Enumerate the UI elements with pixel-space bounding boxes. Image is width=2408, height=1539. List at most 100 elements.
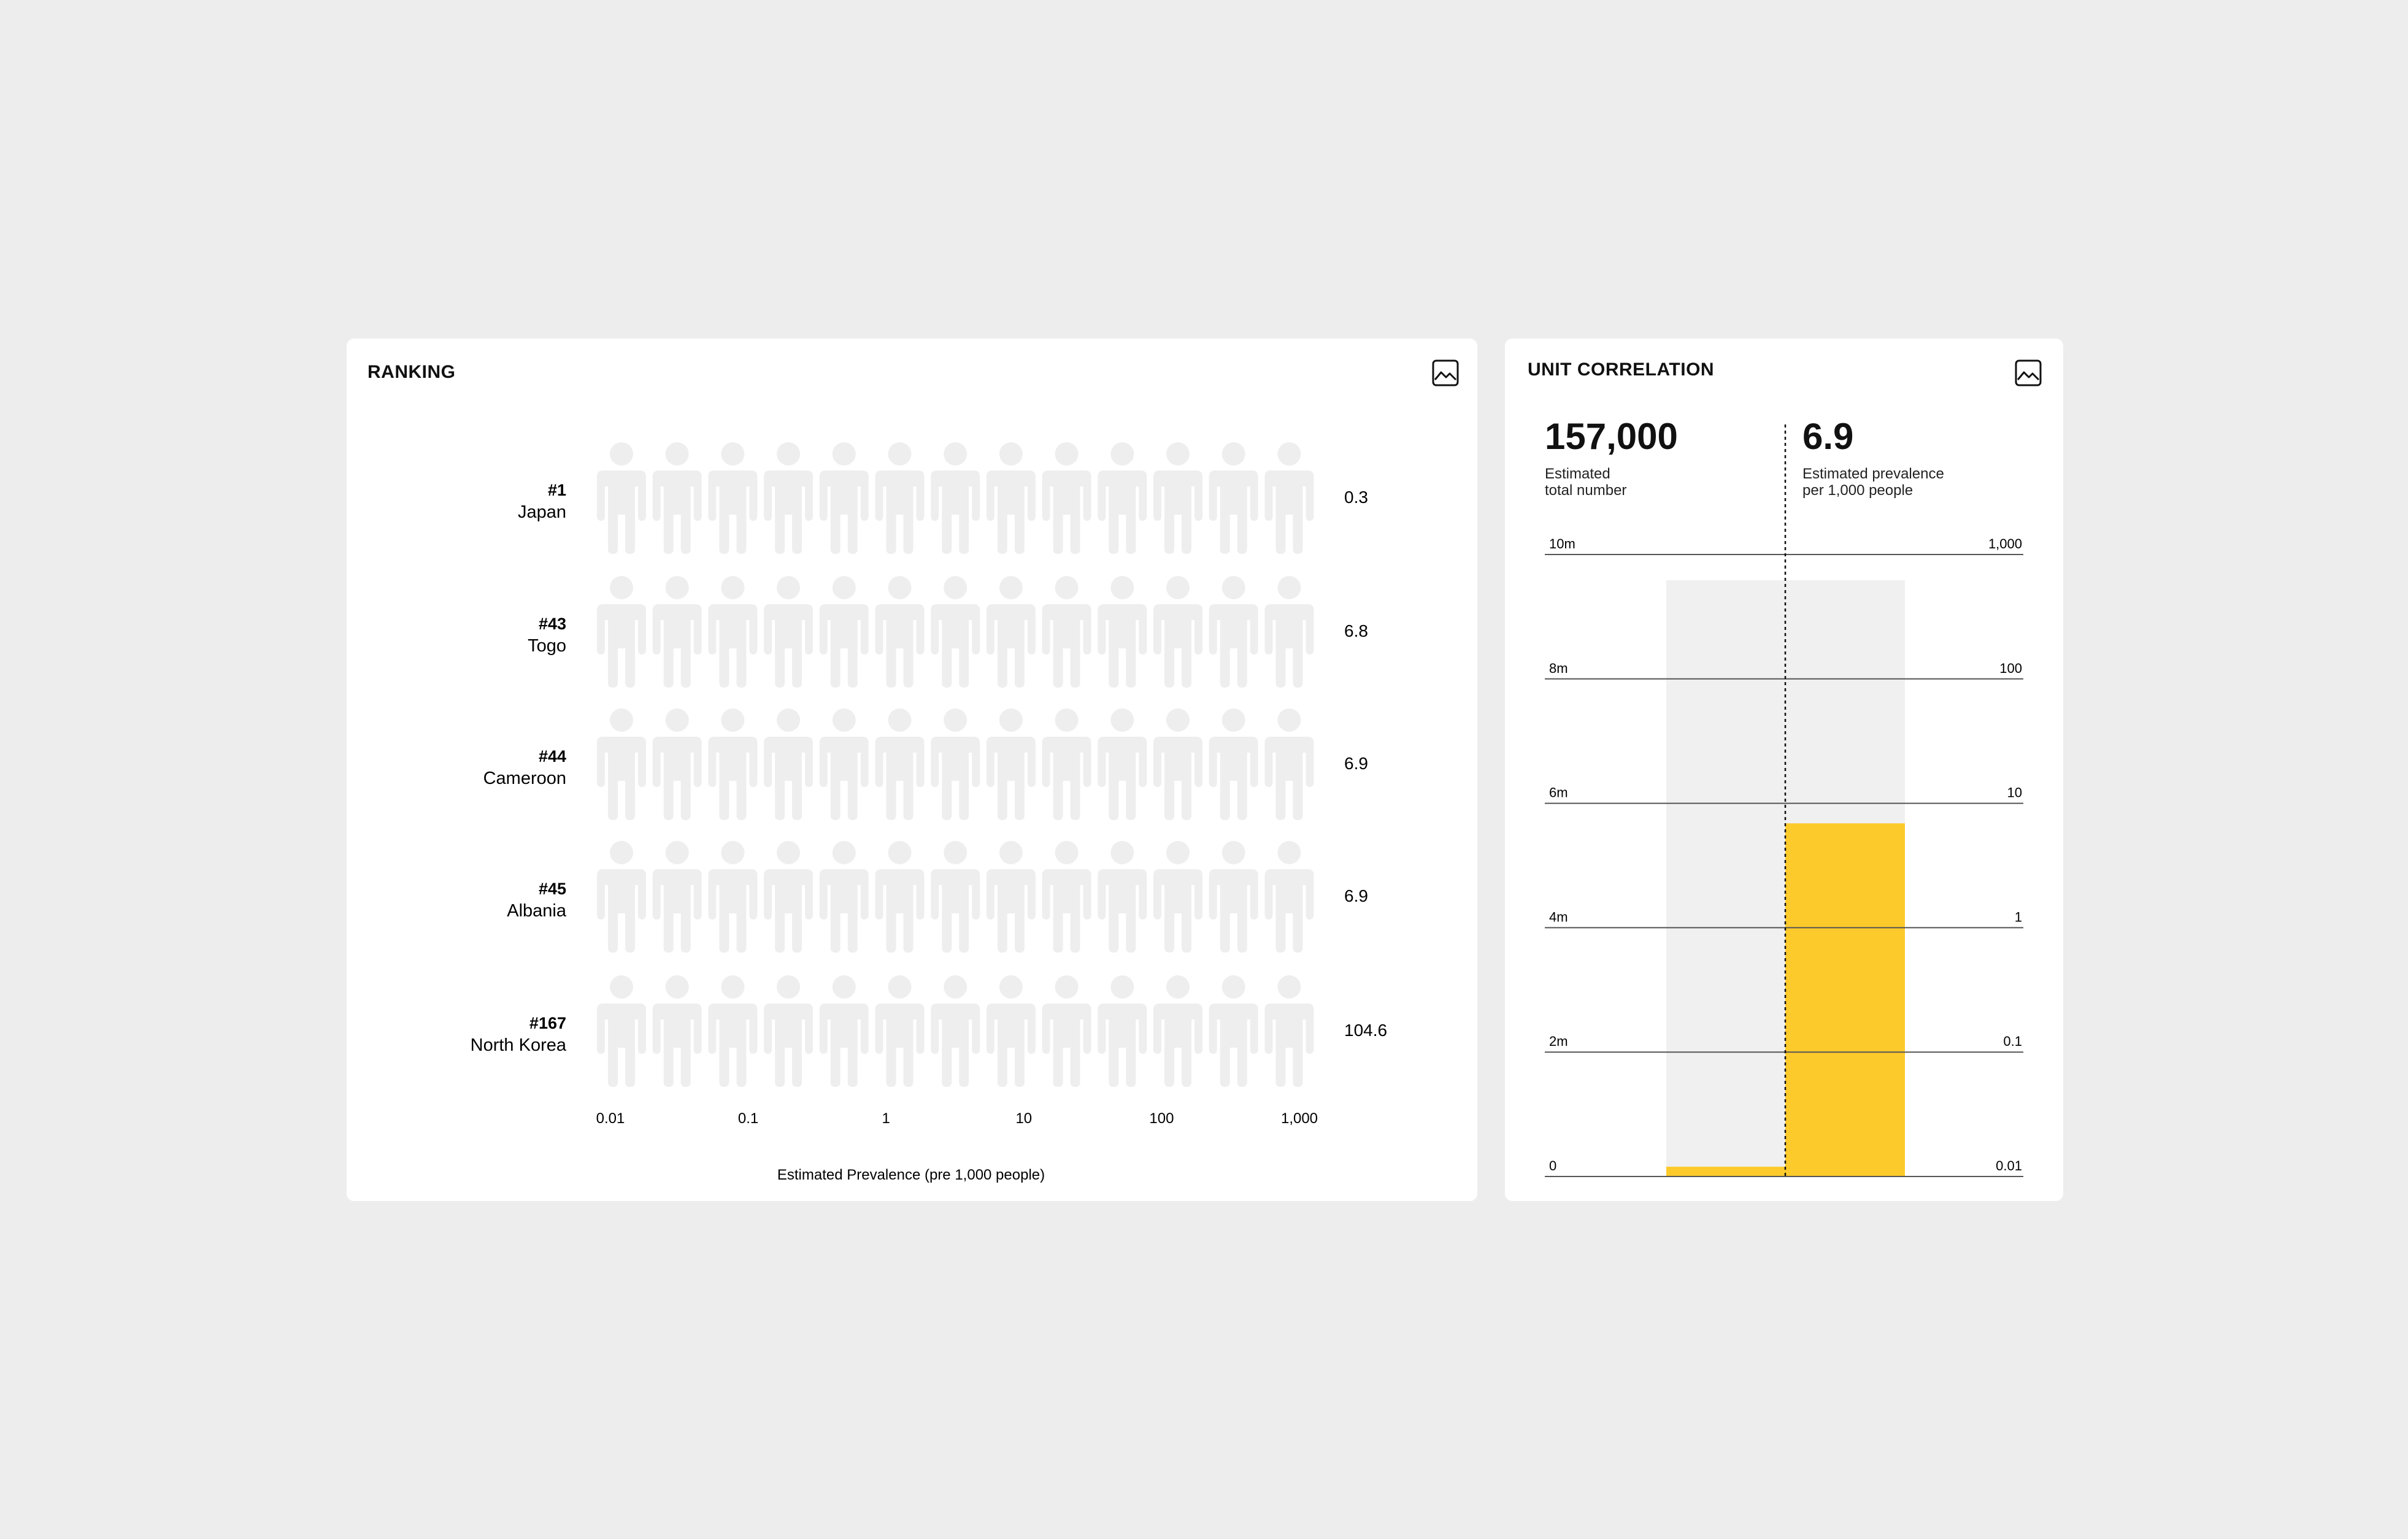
person-icon xyxy=(708,442,758,554)
left-axis-label: 0 xyxy=(1549,1158,1556,1173)
person-icon xyxy=(819,708,869,820)
person-icon xyxy=(708,841,758,953)
row-value: 6.9 xyxy=(1344,754,1368,773)
person-icon xyxy=(1264,708,1314,820)
country-rank: #167 xyxy=(529,1014,566,1032)
right-axis-label: 1,000 xyxy=(1988,536,2022,551)
person-icon xyxy=(1209,975,1258,1087)
person-icon xyxy=(1153,708,1202,820)
ranking-title: RANKING xyxy=(367,362,456,382)
total-number-label-line1: Estimated xyxy=(1545,466,1610,482)
x-tick-label: 10 xyxy=(1015,1110,1032,1127)
person-icon xyxy=(764,442,814,554)
country-name: Albania xyxy=(507,901,567,921)
person-icon xyxy=(931,442,980,554)
person-icon xyxy=(1098,576,1147,688)
total-bar xyxy=(1666,1167,1785,1176)
right-axis-label: 0.01 xyxy=(1996,1158,2022,1173)
country-name: North Korea xyxy=(471,1035,567,1055)
unit-correlation-title: UNIT CORRELATION xyxy=(1528,359,1715,380)
person-icon xyxy=(931,708,980,820)
right-axis-label: 10 xyxy=(2007,785,2022,800)
ranking-row: #45 Albania 6.9 xyxy=(507,841,1368,953)
person-icon xyxy=(597,841,646,953)
left-axis-label: 10m xyxy=(1549,536,1575,551)
person-icon xyxy=(1042,442,1091,554)
unit-correlation-card: UNIT CORRELATION 157,000 Estimated total… xyxy=(1505,339,2063,1201)
country-rank: #44 xyxy=(539,747,566,766)
country-name: Togo xyxy=(528,636,566,656)
x-axis-label: Estimated Prevalence (pre 1,000 people) xyxy=(777,1167,1045,1183)
left-axis-label: 6m xyxy=(1549,785,1568,800)
person-icon xyxy=(819,576,869,688)
person-icon xyxy=(875,576,925,688)
person-icon xyxy=(1042,576,1091,688)
person-icon xyxy=(1153,442,1202,554)
right-axis-label: 100 xyxy=(1999,661,2022,676)
row-value: 6.9 xyxy=(1344,886,1368,905)
country-rank: #1 xyxy=(548,481,566,499)
image-icon[interactable] xyxy=(1431,359,1460,387)
country-rank: #45 xyxy=(539,880,566,898)
person-icon xyxy=(875,708,925,820)
person-icon xyxy=(764,576,814,688)
person-icon xyxy=(986,576,1036,688)
person-icon xyxy=(986,975,1036,1087)
person-icon xyxy=(986,708,1036,820)
ranking-row: #44 Cameroon 6.9 xyxy=(483,708,1368,820)
person-icon xyxy=(819,442,869,554)
person-icon xyxy=(652,576,702,688)
person-icon xyxy=(764,841,814,953)
country-name: Cameroon xyxy=(483,769,566,788)
x-tick-label: 0.01 xyxy=(596,1110,625,1127)
x-tick-label: 100 xyxy=(1149,1110,1174,1127)
person-icon xyxy=(1264,975,1314,1087)
person-icon xyxy=(1153,841,1202,953)
right-axis-label: 0.1 xyxy=(2003,1034,2022,1049)
total-bar-track xyxy=(1666,580,1785,1175)
person-icon xyxy=(819,841,869,953)
prevalence-label-line1: Estimated prevalence xyxy=(1802,466,1944,482)
country-name: Japan xyxy=(518,502,566,522)
x-tick-label: 1,000 xyxy=(1281,1110,1318,1127)
person-icon xyxy=(597,708,646,820)
unit-correlation-chart: 10m 1,000 8m 100 6m 10 4m 1 2m 0.1 0 0.01 xyxy=(1545,424,2023,1177)
person-icon xyxy=(1098,975,1147,1087)
ranking-row: #1 Japan 0.3 xyxy=(518,442,1368,554)
ranking-row: #167 North Korea 104.6 xyxy=(471,975,1387,1087)
ranking-row: #43 Togo 6.8 xyxy=(528,576,1368,688)
total-number-label-line2: total number xyxy=(1545,482,1627,499)
country-rank: #43 xyxy=(539,615,566,633)
person-icon xyxy=(597,576,646,688)
prevalence-label: Estimated prevalence per 1,000 people xyxy=(1802,466,1999,499)
person-icon xyxy=(764,708,814,820)
person-icon xyxy=(1264,442,1314,554)
person-icon xyxy=(875,975,925,1087)
person-icon xyxy=(875,841,925,953)
left-axis-label: 8m xyxy=(1549,661,1568,676)
image-icon[interactable] xyxy=(2014,359,2042,387)
person-icon xyxy=(1042,841,1091,953)
person-icon xyxy=(1209,576,1258,688)
left-axis-label: 4m xyxy=(1549,909,1568,924)
row-value: 104.6 xyxy=(1344,1021,1387,1040)
person-icon xyxy=(1264,841,1314,953)
person-icon xyxy=(652,975,702,1087)
person-icon xyxy=(1098,841,1147,953)
prevalence-value: 6.9 xyxy=(1802,416,1854,457)
right-axis-label: 1 xyxy=(2015,909,2022,924)
person-icon xyxy=(986,841,1036,953)
prevalence-bar xyxy=(1785,823,1905,1176)
person-icon xyxy=(708,576,758,688)
total-number-label: Estimated total number xyxy=(1545,466,1704,499)
person-icon xyxy=(708,975,758,1087)
person-icon xyxy=(1209,708,1258,820)
person-icon xyxy=(931,975,980,1087)
person-icon xyxy=(1098,442,1147,554)
x-tick-label: 0.1 xyxy=(738,1110,758,1127)
person-icon xyxy=(597,442,646,554)
person-icon xyxy=(652,442,702,554)
left-axis-label: 2m xyxy=(1549,1034,1568,1049)
person-icon xyxy=(708,708,758,820)
person-icon xyxy=(597,975,646,1087)
